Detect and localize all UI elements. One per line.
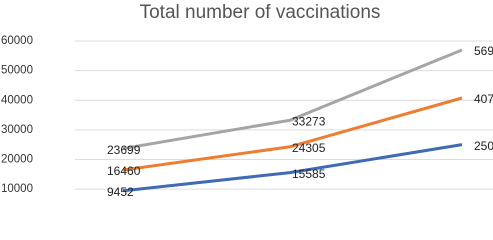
data-label: 24305 [292,141,326,155]
y-tick-label: 10000 [1,183,33,195]
y-tick-label: 20000 [1,154,33,166]
data-label: 33273 [292,114,326,128]
data-label: 56972 [474,44,493,58]
line [122,96,463,172]
data-label: 23699 [107,143,141,157]
data-label: 25037 [474,139,493,153]
chart: Total number of vaccinations 10000 20000 3… [1,2,493,199]
y-tick-label: 60000 [1,35,33,47]
data-label: 15585 [292,167,326,181]
line [122,48,463,151]
data-label: 40765 [474,92,493,106]
y-tick-label: 50000 [1,65,33,77]
data-label: 9452 [107,185,134,199]
chart-title: Total number of vaccinations [140,2,381,23]
y-tick-label: 30000 [1,124,33,136]
page: Total number of vaccinations 10000 20000 3… [1,2,493,199]
y-tick-label: 40000 [1,94,33,106]
line [122,143,463,193]
data-label: 16460 [107,164,141,178]
